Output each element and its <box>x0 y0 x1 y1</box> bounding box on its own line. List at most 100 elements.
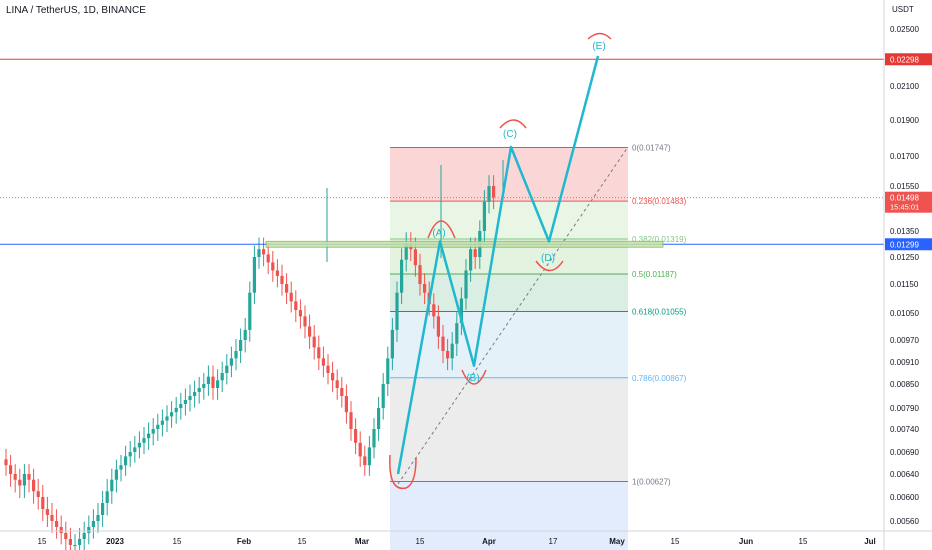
fib-level-label: 0.5(0.01187) <box>632 270 677 279</box>
price-tick: 0.00850 <box>890 380 919 389</box>
time-tick: 15 <box>173 537 182 546</box>
candle-body <box>87 527 91 533</box>
candle-body <box>183 400 187 404</box>
price-tick: 0.00600 <box>890 493 919 502</box>
candle-body <box>4 459 8 466</box>
candle-body <box>262 249 266 255</box>
wave-label: (A) <box>432 228 445 239</box>
candle-body <box>128 452 132 457</box>
price-tag-resistance-text: 0.02298 <box>890 55 919 64</box>
candle-body <box>82 533 86 539</box>
candle-body <box>381 384 385 408</box>
support-zone <box>265 240 664 248</box>
candle-body <box>418 265 422 284</box>
wave-marker-arc <box>587 32 612 40</box>
candle-body <box>239 340 243 351</box>
candle-body <box>225 365 229 373</box>
candle-body <box>96 515 100 521</box>
candle-body <box>160 420 164 425</box>
price-tick: 0.00560 <box>890 517 919 526</box>
candle-body <box>303 316 307 327</box>
candle-body <box>473 249 477 257</box>
time-tick: May <box>609 537 625 546</box>
candle-body <box>298 310 302 317</box>
candle-body <box>321 358 325 366</box>
price-tick: 0.01250 <box>890 253 919 262</box>
candle-body <box>202 384 206 388</box>
price-tag-support-text: 0.01299 <box>890 240 919 249</box>
candle-body <box>432 304 436 317</box>
candle-body <box>450 343 454 359</box>
time-tick: 15 <box>38 537 47 546</box>
price-tag-current <box>885 191 932 213</box>
time-tick: 2023 <box>106 537 124 546</box>
time-tick: Feb <box>237 537 251 546</box>
candle-body <box>32 479 36 492</box>
candle-body <box>78 539 82 545</box>
candle-body <box>482 201 486 231</box>
candle-body <box>390 329 394 359</box>
wave-start-marker <box>389 454 417 490</box>
candle-body <box>114 469 118 480</box>
candle-body <box>193 392 197 396</box>
candle-body <box>459 298 463 324</box>
annotations: (A) (B) (C) (D) (E) <box>0 32 884 490</box>
candle-body <box>110 479 114 492</box>
candle-body <box>151 429 155 434</box>
candle-body <box>124 456 128 466</box>
candle-body <box>59 527 63 533</box>
fib-trend-guide <box>397 146 629 485</box>
candle-body <box>36 491 40 497</box>
fib-level-label: 0(0.01747) <box>632 144 671 153</box>
candle-body <box>271 262 275 271</box>
price-tick: 0.00740 <box>890 425 919 434</box>
candle-body <box>308 326 312 337</box>
candle-body <box>105 491 109 503</box>
candle-body <box>252 257 256 293</box>
chart-title: LINA / TetherUS, 1D, BINANCE <box>6 5 146 16</box>
time-tick: 15 <box>298 537 307 546</box>
price-tick: 0.01050 <box>890 309 919 318</box>
candle-body <box>312 336 316 348</box>
wave-marker-arc <box>427 220 456 239</box>
time-tick: 15 <box>671 537 680 546</box>
candle-body <box>68 539 72 545</box>
fib-zone <box>390 311 628 378</box>
price-tick: 0.00910 <box>890 358 919 367</box>
wave-label: (C) <box>503 129 517 140</box>
fib-zones: 0(0.01747) 0.236(0.01483) 0.382(0.01319) 0.… <box>390 144 687 550</box>
candle-body <box>436 316 440 337</box>
time-tick: Jun <box>739 537 753 546</box>
candlesticks <box>4 160 504 550</box>
candle-body <box>206 376 210 384</box>
candle-body <box>91 521 95 527</box>
fib-zone <box>390 201 628 240</box>
price-tick: 0.00690 <box>890 448 919 457</box>
candle-body <box>257 249 261 257</box>
candle-body <box>13 474 17 480</box>
time-tick: 15 <box>416 537 425 546</box>
candle-body <box>413 249 417 266</box>
currency-label: USDT <box>892 5 914 14</box>
time-tick: Jul <box>864 537 876 546</box>
candle-body <box>211 376 215 388</box>
candle-body <box>50 515 54 521</box>
time-tick: Apr <box>482 537 496 546</box>
candle-body <box>275 270 279 276</box>
price-tag-resistance <box>885 53 932 66</box>
candle-body <box>294 301 298 311</box>
fib-zone <box>390 377 628 482</box>
candle-body <box>101 503 105 515</box>
candle-body <box>133 447 137 452</box>
candle-body <box>142 438 146 443</box>
candle-body <box>220 373 224 381</box>
candle-body <box>137 442 141 448</box>
candle-body <box>243 329 247 340</box>
wave-label: (D) <box>541 253 555 264</box>
candle-body <box>174 408 178 413</box>
price-tag-countdown: 15:45:01 <box>890 203 919 212</box>
candle-body <box>358 442 362 457</box>
candle-body <box>367 447 371 466</box>
